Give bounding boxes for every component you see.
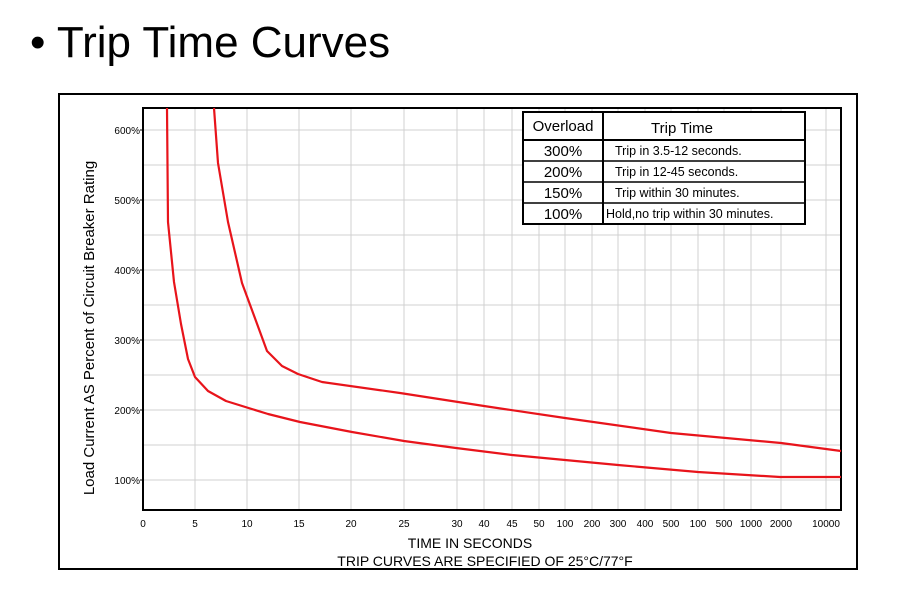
x-tick-label: 45 <box>506 519 518 530</box>
legend-trip-time-value: Hold,no trip within 30 minutes. <box>606 207 773 221</box>
y-axis-label: Load Current AS Percent of Circuit Break… <box>81 161 98 495</box>
legend-overload-value: 200% <box>544 164 582 181</box>
x-axis-note: TRIP CURVES ARE SPECIFIED OF 25°C/77°F <box>337 553 632 569</box>
x-tick-label: 200 <box>584 519 601 530</box>
x-tick-label: 100 <box>557 519 574 530</box>
trip-curve-2 <box>212 107 842 453</box>
slide-title: • Trip Time Curves <box>30 18 390 68</box>
trip-curve-1 <box>165 107 841 479</box>
x-tick-label: 5 <box>192 519 198 530</box>
legend-trip-time-value: Trip within 30 minutes. <box>615 186 740 200</box>
y-tick-label: 300% <box>114 336 140 347</box>
legend-header-overload: Overload <box>533 118 594 135</box>
plot-border <box>142 107 842 511</box>
y-tick-label: 100% <box>114 476 140 487</box>
legend-overload-value: 100% <box>544 206 582 223</box>
legend-trip-time-value: Trip in 3.5-12 seconds. <box>615 144 742 158</box>
x-tick-label: 500 <box>716 519 733 530</box>
x-tick-label: 500 <box>663 519 680 530</box>
legend-overload-value: 150% <box>544 185 582 202</box>
y-tick-label: 600% <box>114 126 140 137</box>
x-tick-label: 400 <box>637 519 654 530</box>
x-tick-label: 1000 <box>740 519 763 530</box>
x-tick-label: 300 <box>610 519 627 530</box>
legend-table <box>522 111 806 225</box>
legend-trip-time-value: Trip in 12-45 seconds. <box>615 165 738 179</box>
x-tick-label: 25 <box>398 519 410 530</box>
y-tick-label: 200% <box>114 406 140 417</box>
legend-overload-value: 300% <box>544 143 582 160</box>
legend-header-trip-time: Trip Time <box>651 120 713 137</box>
chart-frame <box>58 93 858 570</box>
x-tick-label: 10 <box>241 519 253 530</box>
x-tick-label: 20 <box>345 519 357 530</box>
title-text: Trip Time Curves <box>56 18 391 67</box>
x-tick-label: 0 <box>140 519 146 530</box>
bullet: • <box>30 18 46 67</box>
x-tick-label: 30 <box>451 519 463 530</box>
y-tick-label: 400% <box>114 266 140 277</box>
x-tick-label: 15 <box>293 519 305 530</box>
x-tick-label: 40 <box>478 519 490 530</box>
x-tick-label: 50 <box>533 519 545 530</box>
x-axis-label: TIME IN SECONDS <box>408 535 532 551</box>
y-tick-label: 500% <box>114 196 140 207</box>
x-tick-label: 10000 <box>812 519 840 530</box>
x-tick-label: 100 <box>690 519 707 530</box>
x-tick-label: 2000 <box>770 519 793 530</box>
